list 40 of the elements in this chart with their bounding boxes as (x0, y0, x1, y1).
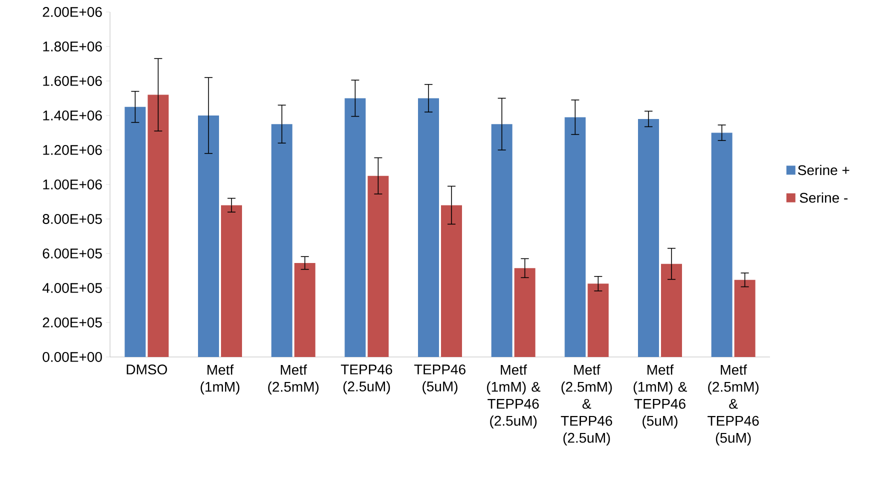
y-tick-label: 0.00E+00 (42, 352, 102, 362)
bar (491, 124, 512, 357)
bar (564, 117, 586, 357)
x-tick-label: Metf (2.5mM) & TEPP46 (5uM) (708, 364, 759, 446)
y-tick-label: 6.00E+05 (42, 248, 102, 258)
bar (661, 264, 682, 357)
bar (294, 262, 316, 357)
x-tick-label: Metf (1mM) (200, 364, 240, 395)
bar (711, 132, 732, 357)
bar (344, 98, 366, 357)
bar (418, 98, 439, 357)
bar (514, 268, 536, 357)
y-tick-label: 1.00E+06 (43, 180, 102, 190)
bar (638, 118, 659, 357)
x-tick-label: DMSO (126, 364, 168, 374)
y-tick-label: 1.80E+06 (43, 42, 102, 52)
bar (198, 115, 220, 357)
y-tick-label: 4.00E+05 (42, 283, 102, 293)
legend-label: Serine - (800, 192, 848, 203)
bar (368, 176, 389, 357)
y-tick-label: 1.40E+06 (43, 110, 102, 120)
bar (148, 94, 169, 357)
x-tick-label: TEPP46 (5uM) (414, 364, 466, 394)
bar (124, 106, 146, 357)
y-tick-label: 2.00E+05 (42, 318, 102, 328)
legend-label: Serine + (798, 164, 850, 176)
bar (441, 205, 462, 357)
x-tick-label: Metf (1mM) & TEPP46 (2.5uM) (486, 364, 540, 429)
x-tick-label: TEPP46 (2.5uM) (340, 364, 392, 394)
x-tick-label: Metf (1mM) & TEPP46 (5uM) (634, 364, 687, 429)
x-tick-label: Metf (2.5mM) & TEPP46 (2.5uM) (560, 364, 612, 446)
bar (271, 124, 292, 357)
bar (588, 284, 609, 357)
y-tick-label: 8.00E+05 (42, 214, 102, 224)
y-tick-label: 1.60E+06 (43, 76, 102, 86)
y-tick-label: 2.00E+06 (42, 7, 102, 17)
x-tick-label: Metf (2.5mM) (268, 364, 319, 395)
bar (221, 205, 242, 357)
bar (734, 280, 756, 357)
y-tick-label: 1.20E+06 (43, 145, 102, 155)
